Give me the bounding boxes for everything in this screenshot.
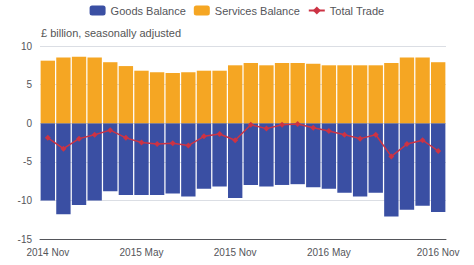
svg-text:10: 10 (21, 41, 33, 52)
svg-text:2014 Nov: 2014 Nov (26, 247, 69, 258)
svg-text:£ billion, seasonally adjusted: £ billion, seasonally adjusted (41, 27, 181, 39)
svg-text:Total Trade: Total Trade (330, 5, 384, 17)
svg-text:2015 Nov: 2015 Nov (214, 247, 257, 258)
svg-text:Services Balance: Services Balance (215, 5, 300, 17)
svg-text:-5: -5 (23, 156, 32, 167)
svg-text:2015 May: 2015 May (120, 247, 164, 258)
svg-text:-15: -15 (18, 234, 33, 245)
svg-text:5: 5 (26, 79, 32, 90)
svg-text:Goods Balance: Goods Balance (111, 5, 186, 17)
svg-text:2016 May: 2016 May (307, 247, 351, 258)
svg-text:-10: -10 (18, 195, 33, 206)
svg-text:2016 Nov: 2016 Nov (417, 247, 460, 258)
svg-text:0: 0 (26, 118, 32, 129)
